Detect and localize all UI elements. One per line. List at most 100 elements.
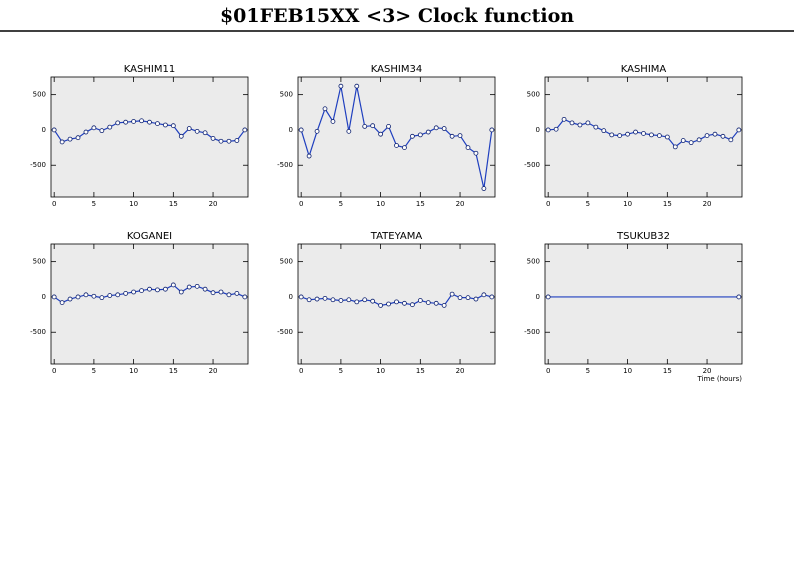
x-tick-label: 10 bbox=[623, 200, 632, 208]
data-point bbox=[107, 124, 113, 130]
data-point bbox=[378, 303, 384, 308]
x-tick-label: 15 bbox=[663, 367, 672, 375]
y-tick-label: 500 bbox=[527, 258, 540, 266]
x-tick-label: 20 bbox=[209, 367, 218, 375]
data-point bbox=[593, 124, 599, 130]
data-point bbox=[67, 136, 73, 142]
data-point bbox=[489, 127, 495, 133]
data-point bbox=[473, 296, 479, 302]
data-point bbox=[441, 126, 447, 131]
data-point bbox=[712, 131, 718, 137]
data-point bbox=[91, 293, 97, 299]
panel-title: KASHIMA bbox=[621, 64, 667, 75]
data-point bbox=[577, 122, 583, 128]
x-tick-label: 0 bbox=[299, 200, 303, 208]
data-point bbox=[370, 298, 376, 304]
panel-title: KOGANEI bbox=[127, 231, 172, 242]
data-point bbox=[649, 132, 654, 138]
data-point bbox=[306, 153, 312, 159]
data-point bbox=[457, 295, 463, 301]
page-title: $01FEB15XX <3> Clock function bbox=[220, 5, 574, 27]
data-point bbox=[441, 303, 447, 308]
data-point bbox=[91, 125, 97, 131]
data-point bbox=[425, 129, 431, 135]
y-tick-label: 0 bbox=[289, 293, 293, 301]
data-point bbox=[402, 300, 407, 306]
y-tick-label: 500 bbox=[280, 91, 293, 99]
data-point bbox=[370, 123, 376, 129]
data-point bbox=[202, 130, 208, 136]
data-point bbox=[99, 128, 105, 134]
panel-title: KASHIM34 bbox=[371, 64, 422, 75]
data-point bbox=[362, 124, 368, 129]
x-tick-label: 15 bbox=[169, 367, 178, 375]
data-point bbox=[553, 126, 559, 132]
data-point bbox=[736, 127, 742, 133]
x-axis-label: Time (hours) bbox=[697, 375, 743, 383]
data-point bbox=[704, 133, 710, 138]
data-point bbox=[210, 136, 216, 141]
data-point bbox=[641, 131, 646, 136]
data-point bbox=[354, 83, 360, 89]
data-point bbox=[75, 294, 81, 300]
x-tick-label: 15 bbox=[169, 200, 178, 208]
y-tick-label: 0 bbox=[289, 126, 293, 134]
data-point bbox=[625, 131, 631, 137]
data-point bbox=[155, 121, 160, 126]
data-point bbox=[298, 127, 304, 133]
x-tick-label: 0 bbox=[52, 200, 56, 208]
data-point bbox=[489, 294, 495, 300]
data-point bbox=[394, 299, 399, 305]
data-point bbox=[433, 300, 439, 306]
y-tick-label: -500 bbox=[277, 328, 293, 336]
data-point bbox=[696, 137, 702, 143]
data-point bbox=[107, 293, 113, 298]
data-point bbox=[561, 116, 567, 122]
data-point bbox=[465, 295, 471, 301]
data-point bbox=[99, 295, 105, 301]
data-point bbox=[170, 282, 176, 288]
x-tick-label: 20 bbox=[209, 200, 218, 208]
data-point bbox=[633, 129, 638, 135]
data-point bbox=[67, 296, 73, 302]
data-point bbox=[338, 83, 344, 89]
data-point bbox=[186, 284, 192, 290]
data-point bbox=[688, 140, 694, 146]
panel-title: TSUKUB32 bbox=[616, 231, 670, 242]
data-point bbox=[433, 125, 439, 131]
data-point bbox=[75, 135, 81, 141]
plot-area bbox=[50, 76, 249, 198]
data-point bbox=[680, 138, 686, 143]
data-point bbox=[123, 291, 129, 296]
data-point bbox=[481, 292, 487, 298]
data-point bbox=[386, 301, 391, 307]
x-tick-label: 5 bbox=[586, 200, 590, 208]
plot-area bbox=[544, 76, 743, 198]
x-tick-label: 10 bbox=[129, 367, 138, 375]
data-point bbox=[330, 119, 336, 124]
data-point bbox=[417, 298, 423, 303]
data-point bbox=[51, 127, 57, 133]
data-point bbox=[473, 150, 479, 156]
x-tick-label: 10 bbox=[623, 367, 632, 375]
x-tick-label: 20 bbox=[703, 200, 712, 208]
data-point bbox=[322, 106, 328, 112]
data-point bbox=[664, 134, 670, 140]
data-point bbox=[115, 292, 121, 298]
data-point bbox=[465, 145, 471, 150]
data-point bbox=[728, 137, 734, 143]
x-tick-label: 0 bbox=[546, 367, 550, 375]
y-tick-label: 0 bbox=[536, 126, 540, 134]
data-point bbox=[362, 297, 368, 303]
plot-area bbox=[50, 243, 249, 365]
data-point bbox=[330, 297, 336, 303]
data-point bbox=[545, 127, 551, 133]
data-point bbox=[481, 186, 487, 191]
data-point bbox=[322, 295, 328, 301]
data-point bbox=[720, 133, 726, 139]
data-point bbox=[402, 145, 407, 150]
data-point bbox=[202, 286, 208, 292]
x-tick-label: 10 bbox=[129, 200, 138, 208]
data-point bbox=[115, 120, 121, 126]
